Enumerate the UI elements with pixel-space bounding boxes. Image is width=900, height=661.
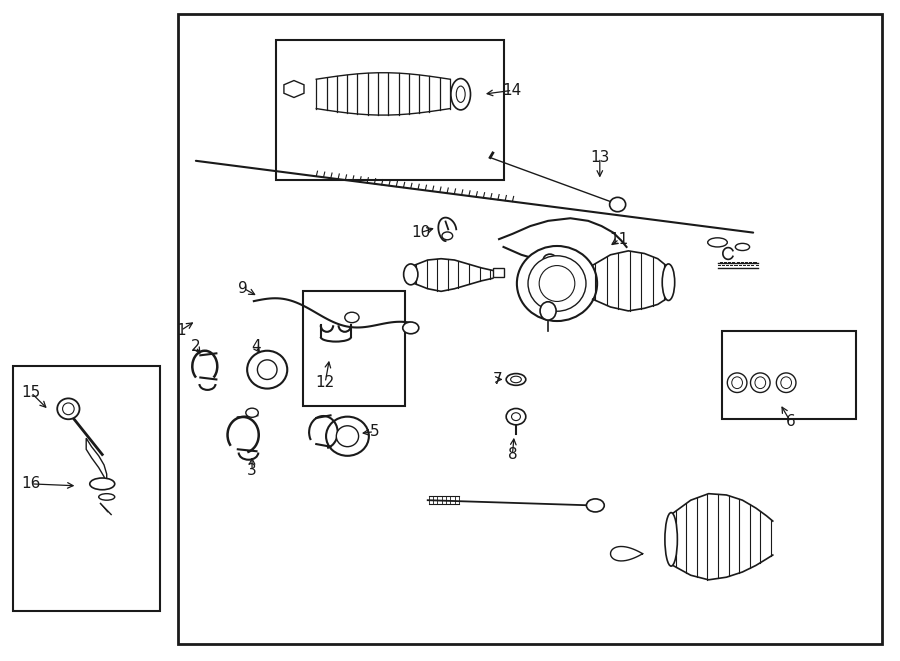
Ellipse shape	[539, 266, 575, 301]
Ellipse shape	[451, 79, 471, 110]
Ellipse shape	[456, 86, 465, 102]
Polygon shape	[610, 547, 643, 561]
Ellipse shape	[777, 373, 796, 393]
Ellipse shape	[511, 412, 520, 420]
Ellipse shape	[63, 403, 74, 414]
Ellipse shape	[90, 478, 114, 490]
Bar	[493, 268, 503, 277]
Text: 14: 14	[503, 83, 522, 98]
Circle shape	[345, 312, 359, 323]
Text: 13: 13	[590, 150, 609, 165]
Ellipse shape	[58, 399, 79, 419]
Text: 5: 5	[369, 424, 379, 439]
Text: 8: 8	[508, 447, 518, 462]
Circle shape	[246, 408, 258, 417]
Ellipse shape	[662, 264, 675, 301]
Bar	[14, 366, 160, 611]
Text: 6: 6	[786, 414, 796, 430]
Ellipse shape	[506, 408, 526, 425]
Bar	[722, 330, 856, 418]
Ellipse shape	[609, 198, 626, 212]
Ellipse shape	[727, 373, 747, 393]
Text: 9: 9	[238, 280, 248, 295]
Circle shape	[587, 499, 604, 512]
Text: 1: 1	[176, 323, 185, 338]
Ellipse shape	[257, 360, 277, 379]
Ellipse shape	[665, 512, 678, 566]
Ellipse shape	[517, 246, 597, 321]
Ellipse shape	[510, 376, 521, 383]
Text: 7: 7	[492, 372, 502, 387]
Ellipse shape	[99, 494, 114, 500]
Bar	[178, 14, 883, 644]
Circle shape	[402, 322, 418, 334]
Ellipse shape	[506, 373, 526, 385]
Text: 4: 4	[251, 339, 260, 354]
Ellipse shape	[751, 373, 770, 393]
Ellipse shape	[528, 256, 586, 311]
Ellipse shape	[326, 416, 369, 456]
Text: 15: 15	[22, 385, 40, 400]
Ellipse shape	[544, 254, 556, 266]
Ellipse shape	[735, 243, 750, 251]
Bar	[276, 40, 503, 180]
Text: 11: 11	[610, 231, 629, 247]
Text: 16: 16	[22, 477, 40, 491]
Text: 2: 2	[191, 339, 201, 354]
Text: 10: 10	[411, 225, 430, 240]
Ellipse shape	[707, 238, 727, 247]
Polygon shape	[86, 438, 107, 486]
Bar	[303, 292, 405, 406]
Ellipse shape	[732, 377, 742, 389]
Ellipse shape	[755, 377, 766, 389]
Ellipse shape	[781, 377, 791, 389]
Ellipse shape	[248, 351, 287, 389]
Ellipse shape	[403, 264, 418, 285]
Text: 12: 12	[316, 375, 335, 390]
Text: 3: 3	[248, 463, 256, 479]
Circle shape	[442, 232, 453, 240]
Ellipse shape	[337, 426, 358, 447]
Ellipse shape	[540, 302, 556, 320]
